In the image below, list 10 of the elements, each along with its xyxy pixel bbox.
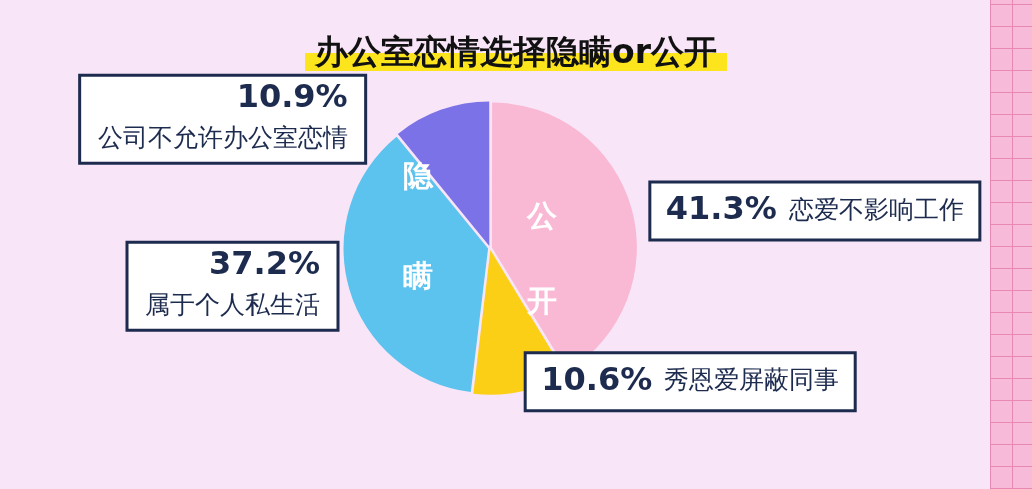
data-label: 41.3% <box>665 189 777 228</box>
text: 公开 <box>527 197 557 318</box>
slice-label: 秀恩爱屏蔽同事 <box>664 365 840 395</box>
data-label: 37.2% <box>208 244 320 283</box>
data-label: 10.9% <box>236 77 348 116</box>
slice-label: 恋爱不影响工作 <box>787 194 964 224</box>
data-label: 10.6% <box>541 360 653 398</box>
slice-label: 公司不允许办公室恋情 <box>97 122 348 152</box>
slice-label: 属于个人私生活 <box>145 289 320 319</box>
text: 隐瞒 <box>403 157 433 293</box>
